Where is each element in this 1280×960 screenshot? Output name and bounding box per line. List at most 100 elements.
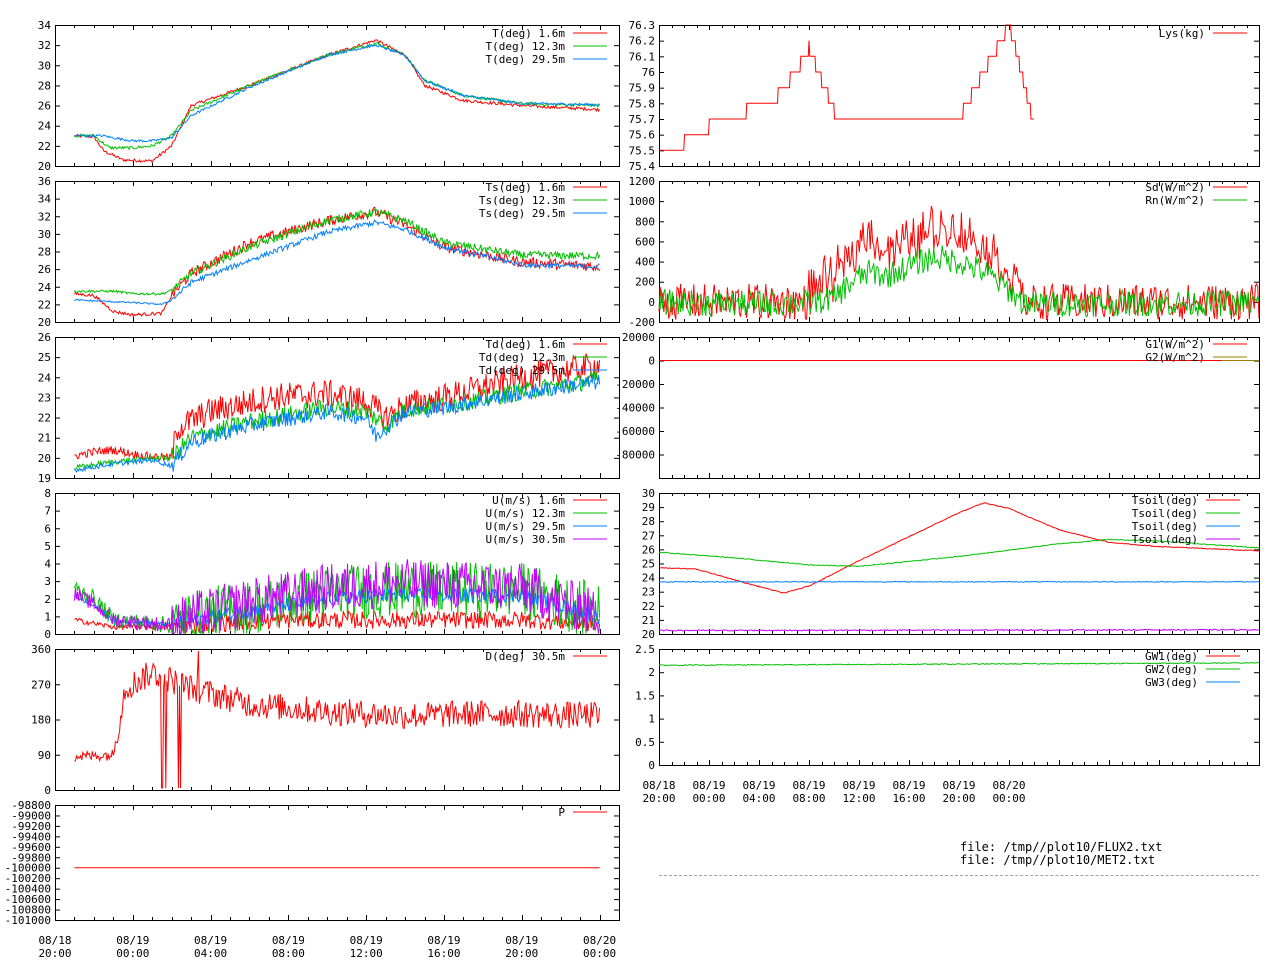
y-tick-label: 23 [642, 586, 655, 599]
y-tick-label: 22 [38, 140, 51, 153]
y-tick-label: 28 [38, 246, 51, 259]
y-tick-label: 29 [642, 501, 655, 514]
x-tick-label: 20:00 [942, 792, 975, 805]
chart-sd: -200 0 200 400 600 800 1000 1200 Sd(W/m^2)Rn(W/m… [629, 175, 1260, 329]
x-tick-label: 08:00 [792, 792, 825, 805]
legend-label: GW1(deg) [1145, 650, 1198, 663]
legend-label: Td(deg) 29.5m [479, 364, 565, 377]
chart-lys: 75.4 75.5 75.6 75.7 75.8 75.9 76 76.1 76.2 76.3 Ly… [629, 19, 1260, 173]
y-tick-label: 36 [38, 175, 51, 188]
y-tick-label: 75.9 [629, 82, 656, 95]
y-tick-label: 0 [648, 759, 655, 772]
x-tick-label: 08/18 [642, 779, 675, 792]
x-tick-label: 16:00 [427, 947, 460, 960]
y-tick-label: 0 [44, 784, 51, 797]
x-tick-label: 00:00 [583, 947, 616, 960]
y-tick-label: 180 [31, 714, 51, 727]
y-tick-label: -40000 [615, 402, 655, 415]
series-line-2 [658, 661, 1260, 667]
y-tick-label: 24 [38, 281, 52, 294]
y-tick-label: -200 [629, 316, 656, 329]
y-tick-label: 2 [44, 593, 51, 606]
y-tick-label: 22 [38, 298, 51, 311]
x-tick-label: 04:00 [742, 792, 775, 805]
y-tick-label: 21 [38, 432, 51, 445]
y-tick-label: 24 [642, 572, 656, 585]
y-tick-label: 21 [642, 614, 655, 627]
y-tick-label: 34 [38, 193, 52, 206]
x-tick-label: 08/19 [792, 779, 825, 792]
legend-label: Tsoil(deg) [1132, 507, 1198, 520]
legend-label: G1(W/m^2) [1145, 338, 1205, 351]
series-line-3 [74, 43, 600, 143]
y-tick-label: 32 [38, 39, 51, 52]
y-tick-label: -99600 [11, 841, 51, 854]
series-line-1 [659, 24, 1034, 151]
legend-label: U(m/s) 12.3m [486, 507, 566, 520]
x-tick-label: 12:00 [350, 947, 383, 960]
legend-label: D(deg) 30.5m [486, 650, 566, 663]
x-tick-label: 04:00 [194, 947, 227, 960]
x-tick-label: 16:00 [892, 792, 925, 805]
x-tick-label: 08:00 [272, 947, 305, 960]
y-tick-label: 270 [31, 678, 51, 691]
legend-label: U(m/s) 29.5m [486, 520, 566, 533]
file-info: file: /tmp//plot10/FLUX2.txt file: /tmp//… [960, 841, 1162, 867]
x-tick-label: 08/20 [992, 779, 1025, 792]
y-tick-label: 30 [38, 228, 51, 241]
legend-label: Ts(deg) 1.6m [486, 181, 566, 194]
plot-frame [55, 805, 620, 921]
x-tick-label: 08/19 [272, 934, 305, 947]
right-time-axis: 08/1820:0008/1900:0008/1904:0008/1908:00… [642, 779, 1025, 805]
series-line-2 [74, 42, 600, 151]
y-tick-label: 800 [635, 215, 655, 228]
y-tick-label: 23 [38, 391, 51, 404]
y-tick-label: 22 [38, 412, 51, 425]
series-line-1 [658, 205, 1260, 321]
chart-p: -101000-100800-100600-100400-100200-1000… [5, 799, 620, 927]
x-tick-label: 00:00 [692, 792, 725, 805]
y-tick-label: 90 [38, 749, 51, 762]
series-line-4 [73, 559, 601, 635]
legend-label: Td(deg) 12.3m [479, 351, 565, 364]
series-line-3 [74, 219, 600, 306]
y-tick-label: 600 [635, 235, 655, 248]
y-tick-label: 3 [44, 575, 51, 588]
series-line-1 [74, 353, 601, 463]
y-tick-label: -100000 [5, 862, 51, 875]
x-tick-label: 08/19 [892, 779, 925, 792]
y-tick-label: 26 [38, 100, 51, 113]
y-tick-label: 0 [648, 355, 655, 368]
legend-label: G2(W/m^2) [1145, 351, 1205, 364]
y-tick-label: 75.7 [629, 113, 656, 126]
legend-label: T(deg) 12.3m [486, 40, 566, 53]
legend-label: Sd(W/m^2) [1145, 181, 1205, 194]
y-tick-label: -100600 [5, 893, 51, 906]
y-tick-label: 76.2 [629, 35, 656, 48]
y-tick-label: 27 [642, 529, 655, 542]
plot-frame [55, 25, 620, 167]
y-tick-label: 26 [38, 263, 51, 276]
y-tick-label: 2.5 [635, 643, 655, 656]
y-tick-label: 30 [38, 59, 51, 72]
y-tick-label: 7 [44, 505, 51, 518]
legend-label: GW3(deg) [1145, 676, 1198, 689]
y-tick-label: 75.8 [629, 97, 656, 110]
series-line-4 [659, 628, 1260, 632]
legend-label: Ts(deg) 12.3m [479, 194, 565, 207]
y-tick-label: 76 [642, 66, 655, 79]
y-tick-label: -20000 [615, 378, 655, 391]
y-tick-label: 28 [38, 79, 51, 92]
series-line-2 [73, 208, 601, 296]
y-tick-label: 25 [642, 558, 655, 571]
legend-label: Tsoil(deg) [1132, 494, 1198, 507]
x-tick-label: 08/19 [194, 934, 227, 947]
y-tick-label: 34 [38, 19, 52, 32]
x-tick-label: 08/19 [742, 779, 775, 792]
legend-label: Tsoil(deg) [1132, 520, 1198, 533]
y-tick-label: 76.3 [629, 19, 656, 32]
y-tick-label: 1000 [629, 195, 656, 208]
plot-frame [55, 649, 620, 791]
chart-tsoil: 2021222324252627282930Tsoil(deg)Tsoil(de… [642, 487, 1260, 641]
